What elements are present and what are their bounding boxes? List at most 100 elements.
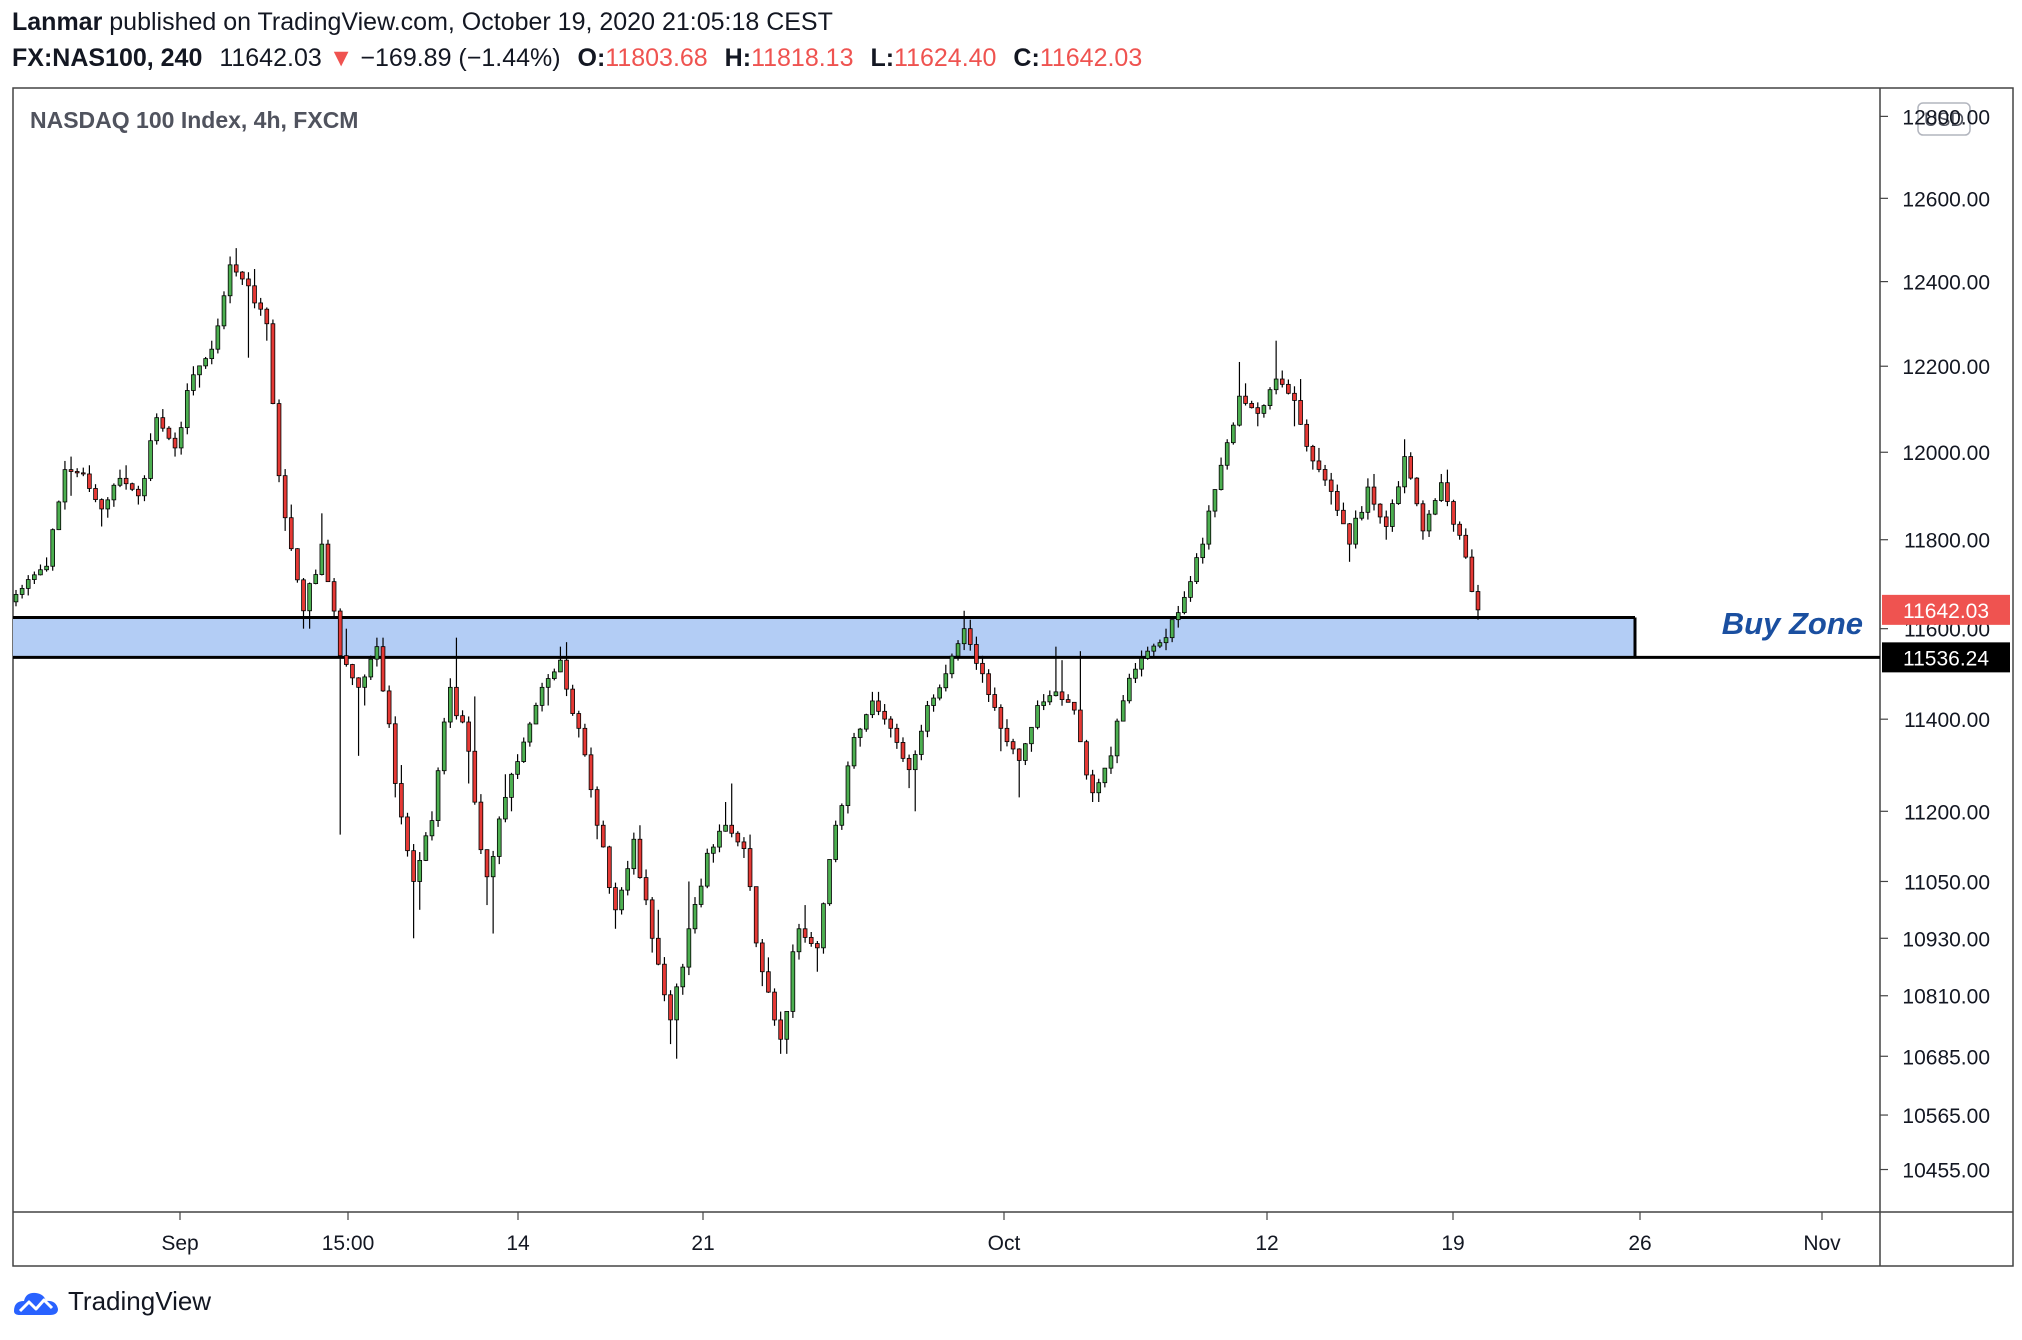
currency-button[interactable]	[1917, 102, 1971, 136]
candle-up	[1047, 695, 1053, 703]
candle-down	[350, 664, 355, 679]
candle-up	[692, 904, 698, 930]
candle-up	[912, 754, 918, 771]
candle-up	[203, 358, 208, 367]
candle-up	[44, 565, 49, 571]
candle-up	[503, 796, 508, 820]
candle-up	[1151, 645, 1157, 652]
candle-up	[362, 676, 367, 688]
tradingview-watermark[interactable]: TradingView	[12, 1286, 211, 1317]
candle-down	[325, 543, 331, 583]
candle-down	[87, 473, 92, 489]
candle-up	[13, 594, 19, 603]
low-label: L:	[870, 44, 895, 72]
candle-up	[870, 700, 875, 716]
candle-down	[331, 581, 337, 612]
candle-up	[1426, 513, 1432, 532]
candle-up	[313, 574, 319, 585]
candle-down	[906, 757, 912, 771]
x-tick-label: 19	[1441, 1232, 1464, 1255]
candle-down	[386, 690, 392, 725]
candle-down	[337, 610, 343, 657]
close-label: C:	[1013, 44, 1040, 72]
candle-up	[552, 671, 557, 679]
y-tick-label: 10565.00	[1902, 1105, 1990, 1128]
candle-down	[735, 832, 741, 843]
candle-down	[576, 713, 582, 729]
candle-down	[1286, 383, 1291, 394]
chart-frame	[12, 87, 2014, 1267]
x-tick-label: 21	[691, 1232, 714, 1255]
candle-down	[778, 1019, 783, 1040]
candle-down	[900, 742, 906, 759]
last-price-tag	[1882, 594, 2010, 625]
y-tick-label: 11800.00	[1904, 530, 1990, 553]
candle-up	[448, 686, 453, 723]
candle-up	[1120, 700, 1126, 722]
candle-down	[411, 850, 416, 882]
candle-down	[264, 308, 270, 325]
candle-down	[1059, 691, 1065, 700]
candle-down	[478, 801, 484, 851]
candle-up	[527, 723, 533, 743]
candle-up	[221, 295, 227, 327]
time-axis[interactable]: Sep 15:00 14 21 Oct 12 19 26 Nov	[161, 1212, 1841, 1255]
candle-down	[123, 477, 129, 485]
candle-down	[1475, 591, 1481, 611]
x-tick-label: 15:00	[322, 1232, 375, 1255]
currency-label: USD	[1924, 110, 1964, 131]
candle-up	[711, 846, 716, 854]
candle-up	[833, 824, 838, 860]
y-tick-label: 12800.00	[1902, 106, 1990, 129]
candle-down	[1255, 407, 1261, 414]
last-price-tag-text: 11642.03	[1903, 600, 1989, 623]
candle-down	[1335, 491, 1340, 511]
candle-down	[233, 264, 239, 273]
candle-up	[558, 659, 563, 673]
candle-down	[484, 849, 490, 878]
candle-down	[160, 417, 166, 429]
y-tick-label: 10685.00	[1902, 1046, 1990, 1069]
zone-price-tag	[1882, 642, 2010, 673]
candle-down	[570, 688, 575, 714]
candle-down	[741, 841, 747, 850]
candle-down	[240, 271, 245, 280]
candle-up	[839, 805, 845, 826]
candle-down	[1328, 479, 1334, 492]
candle-down	[136, 488, 141, 497]
candle-up	[539, 686, 545, 706]
candle-down	[802, 928, 808, 938]
candle-up	[796, 928, 802, 953]
y-tick-label: 12000.00	[1902, 442, 1990, 465]
candle-down	[172, 437, 178, 449]
candle-up	[1023, 743, 1028, 761]
candle-down	[246, 278, 251, 287]
author-name[interactable]: Lanmar	[12, 8, 103, 36]
candle-up	[1182, 596, 1187, 614]
candle-up	[184, 390, 190, 429]
candles	[13, 248, 1481, 1059]
publish-info: Lanmar published on TradingView.com, Oct…	[12, 8, 833, 37]
candle-up	[1145, 650, 1150, 659]
candle-down	[1243, 395, 1248, 404]
candle-up	[1224, 442, 1230, 466]
candle-up	[949, 655, 955, 675]
y-tick-label: 11200.00	[1904, 801, 1990, 824]
candle-up	[1108, 755, 1114, 769]
candle-up	[631, 838, 637, 870]
candle-down	[747, 848, 753, 888]
y-tick-label: 11400.00	[1904, 709, 1990, 732]
candle-down	[1071, 701, 1077, 711]
candle-up	[368, 658, 374, 678]
candle-down	[1347, 523, 1352, 545]
candle-down	[1004, 727, 1010, 743]
candle-up	[1035, 705, 1040, 728]
candle-down	[998, 707, 1004, 729]
candle-down	[1078, 709, 1083, 743]
candle-up	[521, 741, 527, 762]
candle-up	[25, 579, 31, 589]
candle-down	[1457, 523, 1462, 536]
candle-up	[698, 885, 704, 905]
candle-down	[344, 655, 349, 665]
